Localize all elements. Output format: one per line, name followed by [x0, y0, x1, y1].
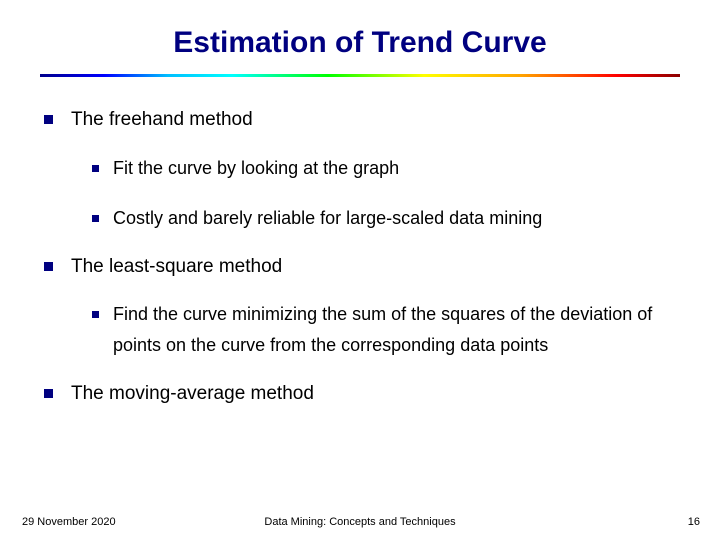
bullet-l2: Find the curve minimizing the sum of the… [92, 299, 680, 360]
bullet-text: The least-square method [71, 254, 282, 280]
footer-center: Data Mining: Concepts and Techniques [0, 516, 720, 528]
square-bullet-icon [44, 389, 53, 398]
bullet-text: The moving-average method [71, 381, 314, 407]
square-bullet-icon [92, 215, 99, 222]
bullet-text: The freehand method [71, 107, 253, 133]
bullet-l1: The freehand method [44, 107, 680, 133]
bullet-l2: Costly and barely reliable for large-sca… [92, 203, 680, 234]
bullet-l2: Fit the curve by looking at the graph [92, 153, 680, 184]
bullet-text: Costly and barely reliable for large-sca… [113, 203, 542, 234]
bullet-l1: The moving-average method [44, 381, 680, 407]
bullet-text: Find the curve minimizing the sum of the… [113, 299, 680, 360]
bullet-text: Fit the curve by looking at the graph [113, 153, 399, 184]
square-bullet-icon [92, 165, 99, 172]
rainbow-divider [40, 74, 680, 77]
square-bullet-icon [44, 262, 53, 271]
square-bullet-icon [92, 311, 99, 318]
slide-title: Estimation of Trend Curve [40, 26, 680, 60]
slide-content: The freehand method Fit the curve by loo… [40, 107, 680, 406]
slide: Estimation of Trend Curve The freehand m… [0, 0, 720, 540]
bullet-l1: The least-square method [44, 254, 680, 280]
footer-page-number: 16 [688, 516, 700, 528]
square-bullet-icon [44, 115, 53, 124]
